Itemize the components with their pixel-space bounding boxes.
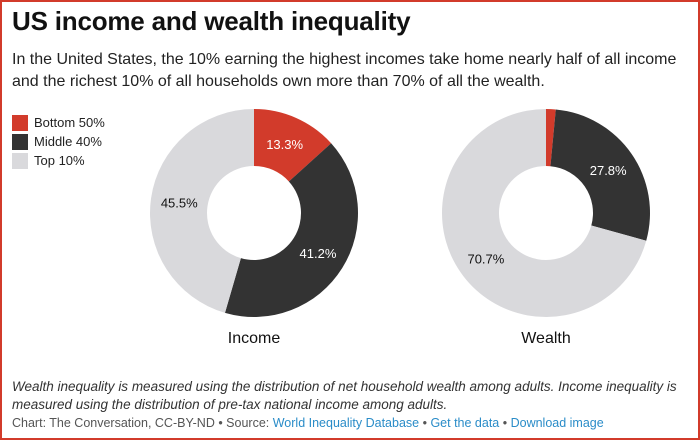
chart-title: US income and wealth inequality (12, 6, 411, 36)
footer-credit: Chart: The Conversation, CC-BY-ND • Sour… (12, 416, 273, 430)
wealth-slice-top-10 (442, 109, 647, 317)
chart-note: Wealth inequality is measured using the … (12, 379, 677, 412)
chart-footer: Chart: The Conversation, CC-BY-ND • Sour… (12, 416, 604, 430)
download-image-link[interactable]: Download image (510, 416, 604, 430)
wealth-slice-middle-40 (550, 109, 650, 241)
legend-swatch-bottom-50 (12, 114, 28, 131)
legend-item-middle-40: Middle 40% (12, 132, 105, 151)
income-label-top-10: 45.5% (161, 195, 198, 210)
wealth-slice-bottom-50 (546, 109, 556, 167)
footer-separator: • (419, 416, 431, 430)
income-slice-middle-40 (224, 143, 359, 317)
wealth-label-top-10: 70.7% (467, 252, 504, 267)
income-slice-top-10 (149, 109, 254, 313)
legend-label-middle-40: Middle 40% (34, 134, 102, 149)
legend-item-bottom-50: Bottom 50% (12, 113, 105, 132)
legend-label-top-10: Top 10% (34, 153, 85, 168)
footer-separator: • (499, 416, 511, 430)
legend-item-top-10: Top 10% (12, 151, 105, 170)
income-chart-title: Income (228, 330, 281, 347)
legend: Bottom 50% Middle 40% Top 10% (12, 113, 105, 170)
income-label-middle-40: 41.2% (300, 246, 337, 261)
get-data-link[interactable]: Get the data (430, 416, 500, 430)
source-link[interactable]: World Inequality Database (272, 416, 420, 430)
income-slice-bottom-50 (254, 109, 332, 182)
income-label-bottom-50: 13.3% (266, 137, 303, 152)
donut-charts: 13.3% 41.2% 45.5% Income 27.8% 70.7% Wealth (149, 109, 650, 347)
wealth-chart-title: Wealth (521, 330, 571, 347)
chart-subtitle: In the United States, the 10% earning th… (12, 51, 677, 90)
legend-swatch-middle-40 (12, 133, 28, 150)
legend-swatch-top-10 (12, 152, 28, 169)
wealth-label-middle-40: 27.8% (590, 163, 627, 178)
legend-label-bottom-50: Bottom 50% (34, 115, 105, 130)
